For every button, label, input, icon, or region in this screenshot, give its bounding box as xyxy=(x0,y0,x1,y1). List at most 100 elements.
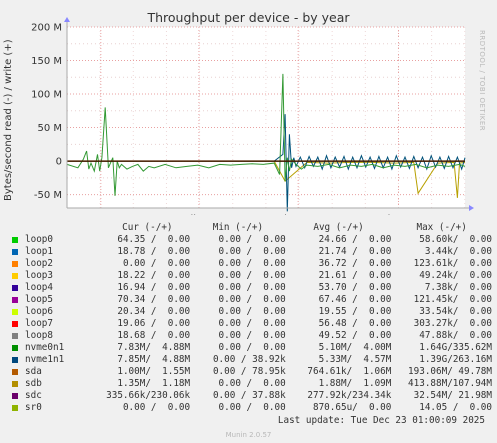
legend-max: 3.44k/ 0.00 xyxy=(424,246,492,257)
legend-cur: 0.00 / 0.00 xyxy=(122,258,191,269)
x-tick-label: July 2025 xyxy=(274,214,322,215)
legend-swatch xyxy=(12,272,18,279)
legend-min: 0.00 / 0.00 xyxy=(218,342,286,353)
legend-name: nvme1n1 xyxy=(12,354,105,366)
legend-row-nvme0n1: nvme0n1 7.83M/ 4.88M 0.00 / 0.00 5.10M/ 4.0… xyxy=(12,342,492,354)
legend-name: sdc xyxy=(12,390,105,402)
legend-header-avg: Avg (-/+) xyxy=(313,222,364,233)
legend-min: 0.00 / 0.00 xyxy=(218,234,286,245)
legend-swatch xyxy=(12,260,18,267)
legend-row-sr0: sr0 0.00 / 0.00 0.00 / 0.00 870.65u/ 0.00 14… xyxy=(12,402,492,414)
legend-cur: 64.35 / 0.00 xyxy=(117,234,191,245)
legend-max: 193.06M/ 49.78M xyxy=(408,366,492,377)
legend-label: loop8 xyxy=(25,330,53,341)
legend-label: sr0 xyxy=(25,402,42,413)
legend-swatch xyxy=(12,332,18,339)
chart-title: Throughput per device - by year xyxy=(147,10,350,25)
legend-avg: 67.46 / 0.00 xyxy=(318,294,392,305)
legend-swatch xyxy=(12,392,18,399)
legend-min: 0.00 / 0.00 xyxy=(218,402,286,413)
legend-min: 0.00 / 0.00 xyxy=(218,270,286,281)
legend-label: loop1 xyxy=(25,246,53,257)
legend-cur: 335.66k/230.06k xyxy=(106,390,191,401)
legend-min: 0.00 / 0.00 xyxy=(218,246,286,257)
x-tick-label: April 2025 xyxy=(173,214,224,215)
legend-swatch xyxy=(12,368,18,375)
legend-max: 123.61k/ 0.00 xyxy=(413,258,492,269)
y-tick-label: 100 M xyxy=(31,90,62,101)
legend-header-cur: Cur (-/+) xyxy=(122,222,173,233)
legend-min: 0.00 / 0.00 xyxy=(218,258,286,269)
legend-avg: 277.92k/234.34k xyxy=(307,390,392,401)
legend-row-loop1: loop1 18.78 / 0.00 0.00 / 0.00 21.74 / 0.00… xyxy=(12,246,492,258)
legend-row-loop2: loop2 0.00 / 0.00 0.00 / 0.00 36.72 / 0.00 1… xyxy=(12,258,492,270)
legend-header: Cur (-/+) Min (-/+) Avg (-/+) Max (-/+) xyxy=(12,222,492,234)
y-tick-labels: -50 M 0 50 M 100 M 150 M 200 M xyxy=(31,23,62,202)
legend-max: 413.88M/107.94M xyxy=(408,378,492,389)
legend-cur: 16.94 / 0.00 xyxy=(117,282,191,293)
x-grid xyxy=(100,27,399,208)
series-nvme0n1 xyxy=(66,73,466,196)
legend-avg: 49.52 / 0.00 xyxy=(318,330,392,341)
y-tick-label: 50 M xyxy=(37,123,62,134)
y-tick-label: -50 M xyxy=(34,190,62,201)
legend-max: 7.38k/ 0.00 xyxy=(424,282,492,293)
legend-row-sdc: sdc 335.66k/230.06k 0.00 / 37.88k 277.92k/2… xyxy=(12,390,492,402)
legend-max: 14.05 / 0.00 xyxy=(419,402,492,413)
legend-header-name xyxy=(12,222,105,234)
legend-name: loop5 xyxy=(12,294,105,306)
legend-min: 0.00 / 0.00 xyxy=(218,330,286,341)
legend-max: 49.24k/ 0.00 xyxy=(419,270,492,281)
legend-cur: 18.78 / 0.00 xyxy=(117,246,191,257)
legend-name: loop1 xyxy=(12,246,105,258)
legend-cur: 1.35M/ 1.18M xyxy=(117,378,191,389)
legend-label: nvme0n1 xyxy=(25,342,65,353)
legend-min: 0.00 / 0.00 xyxy=(218,318,286,329)
y-axis-arrow-icon xyxy=(64,17,70,22)
legend-cur: 0.00 / 0.00 xyxy=(122,402,191,413)
legend-row-sdb: sdb 1.35M/ 1.18M 0.00 / 0.00 1.88M/ 1.09M 41… xyxy=(12,378,492,390)
legend-swatch xyxy=(12,248,18,255)
legend-avg: 764.61k/ 1.06M xyxy=(307,366,392,377)
legend-cur: 70.34 / 0.00 xyxy=(117,294,191,305)
legend-label: sdc xyxy=(25,390,42,401)
legend-min: 0.00 / 0.00 xyxy=(218,294,286,305)
legend-cur: 1.00M/ 1.55M xyxy=(117,366,191,377)
plot-area: -50 M 0 50 M 100 M 150 M 200 M January 2025 Ap… xyxy=(31,17,474,215)
series-nvme1n1 xyxy=(273,114,466,212)
legend-label: sdb xyxy=(25,378,42,389)
legend-row-loop0: loop0 64.35 / 0.00 0.00 / 0.00 24.66 / 0.00… xyxy=(12,234,492,246)
legend-header-max: Max (-/+) xyxy=(416,222,467,233)
legend-swatch xyxy=(12,284,18,291)
legend-name: sdb xyxy=(12,378,105,390)
legend-table: Cur (-/+) Min (-/+) Avg (-/+) Max (-/+) … xyxy=(12,222,492,414)
legend-name: nvme0n1 xyxy=(12,342,105,354)
legend-row-sda: sda 1.00M/ 1.55M 0.00 / 78.95k 764.61k/ 1.0… xyxy=(12,366,492,378)
legend-min: 0.00 / 78.95k xyxy=(212,366,286,377)
legend-min: 0.00 / 37.88k xyxy=(212,390,286,401)
legend-avg: 56.48 / 0.00 xyxy=(318,318,392,329)
legend-swatch xyxy=(12,320,18,327)
legend-row-loop8: loop8 18.68 / 0.00 0.00 / 0.00 49.52 / 0.00… xyxy=(12,330,492,342)
legend-avg: 36.72 / 0.00 xyxy=(318,258,392,269)
legend-swatch xyxy=(12,404,18,411)
legend-cur: 7.83M/ 4.88M xyxy=(117,342,191,353)
legend-avg: 21.61 / 0.00 xyxy=(318,270,392,281)
legend-avg: 19.55 / 0.00 xyxy=(318,306,392,317)
legend-min: 0.00 / 0.00 xyxy=(218,378,286,389)
legend-name: loop3 xyxy=(12,270,105,282)
legend-name: loop4 xyxy=(12,282,105,294)
legend-label: nvme1n1 xyxy=(25,354,65,365)
legend-row-nvme1n1: nvme1n1 7.85M/ 4.88M 0.00 / 38.92k 5.33M/ 4… xyxy=(12,354,492,366)
legend-label: loop5 xyxy=(25,294,53,305)
legend-max: 58.60k/ 0.00 xyxy=(419,234,492,245)
munin-version: Munin 2.0.57 xyxy=(225,431,272,439)
legend-name: loop7 xyxy=(12,318,105,330)
legend-name: sda xyxy=(12,366,105,378)
legend-max: 1.64G/335.62M xyxy=(419,342,492,353)
legend-min: 0.00 / 0.00 xyxy=(218,306,286,317)
legend-avg: 5.10M/ 4.00M xyxy=(318,342,392,353)
legend-swatch xyxy=(12,236,18,243)
legend-cur: 20.34 / 0.00 xyxy=(117,306,191,317)
legend-max: 32.54M/ 21.98M xyxy=(413,390,492,401)
